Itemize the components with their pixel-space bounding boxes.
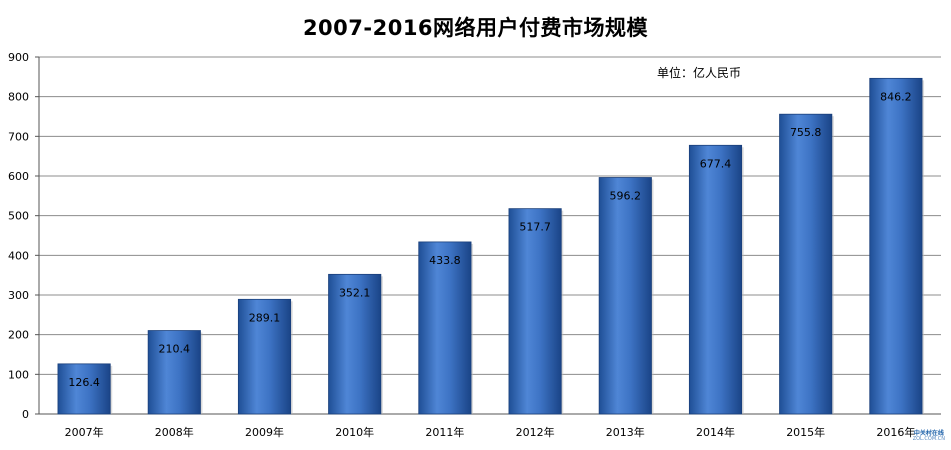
unit-label: 单位：亿人民币 bbox=[657, 66, 742, 80]
bar bbox=[418, 241, 472, 415]
x-tick-label: 2009年 bbox=[245, 425, 284, 439]
x-tick-label: 2007年 bbox=[65, 425, 104, 439]
bar-value-label: 289.1 bbox=[249, 311, 281, 324]
y-tick-label: 900 bbox=[8, 51, 29, 64]
x-tick-label: 2013年 bbox=[606, 425, 645, 439]
bar-value-label: 126.4 bbox=[68, 376, 100, 389]
bar-value-label: 352.1 bbox=[339, 286, 371, 299]
y-tick-label: 400 bbox=[8, 249, 29, 262]
bar bbox=[328, 273, 382, 415]
x-tick-label: 2011年 bbox=[425, 425, 464, 439]
x-tick-labels: 2007年 2008年 2009年 2010年 2011年 2012年 2013年 2014年… bbox=[65, 425, 916, 439]
bar bbox=[598, 177, 652, 415]
bar bbox=[779, 113, 833, 415]
bar-value-label: 755.8 bbox=[790, 126, 822, 139]
bar-value-label: 677.4 bbox=[700, 157, 732, 170]
bar-value-label: 517.7 bbox=[519, 221, 551, 234]
y-tick-label: 600 bbox=[8, 170, 29, 183]
bar bbox=[57, 363, 111, 415]
bars bbox=[57, 77, 925, 415]
y-tick-label: 200 bbox=[8, 329, 29, 342]
bar bbox=[147, 330, 201, 415]
watermark-line1: 中关村在线 bbox=[913, 430, 944, 437]
chart-title: 2007-2016网络用户付费市场规模 bbox=[302, 16, 649, 40]
data-labels: 126.4 210.4 289.1 352.1 433.8 517.7 596.2 677.4… bbox=[68, 90, 911, 389]
bar-value-label: 433.8 bbox=[429, 254, 461, 267]
y-tick-labels: 0 100 200 300 400 500 600 700 800 900 bbox=[8, 51, 29, 421]
y-tick-label: 800 bbox=[8, 91, 29, 104]
x-tick-label: 2016年 bbox=[876, 425, 915, 439]
y-tick-label: 300 bbox=[8, 289, 29, 302]
bar-value-label: 846.2 bbox=[880, 90, 912, 103]
x-tick-label: 2010年 bbox=[335, 425, 374, 439]
y-tick-label: 0 bbox=[22, 408, 29, 421]
watermark-line2: ZOL.COM.CN bbox=[912, 436, 945, 442]
x-tick-label: 2015年 bbox=[786, 425, 825, 439]
bar bbox=[869, 77, 923, 415]
x-tick-label: 2008年 bbox=[155, 425, 194, 439]
bar-value-label: 210.4 bbox=[159, 343, 191, 356]
y-tick-label: 100 bbox=[8, 368, 29, 381]
y-tick-label: 500 bbox=[8, 210, 29, 223]
bar bbox=[237, 298, 292, 415]
x-tick-label: 2012年 bbox=[516, 425, 555, 439]
bar-value-label: 596.2 bbox=[610, 190, 642, 203]
y-tick-label: 700 bbox=[8, 130, 29, 143]
bar bbox=[688, 144, 743, 415]
watermark-logo: 中关村在线 ZOL.COM.CN bbox=[913, 431, 945, 442]
bar bbox=[508, 208, 562, 415]
x-tick-label: 2014年 bbox=[696, 425, 735, 439]
